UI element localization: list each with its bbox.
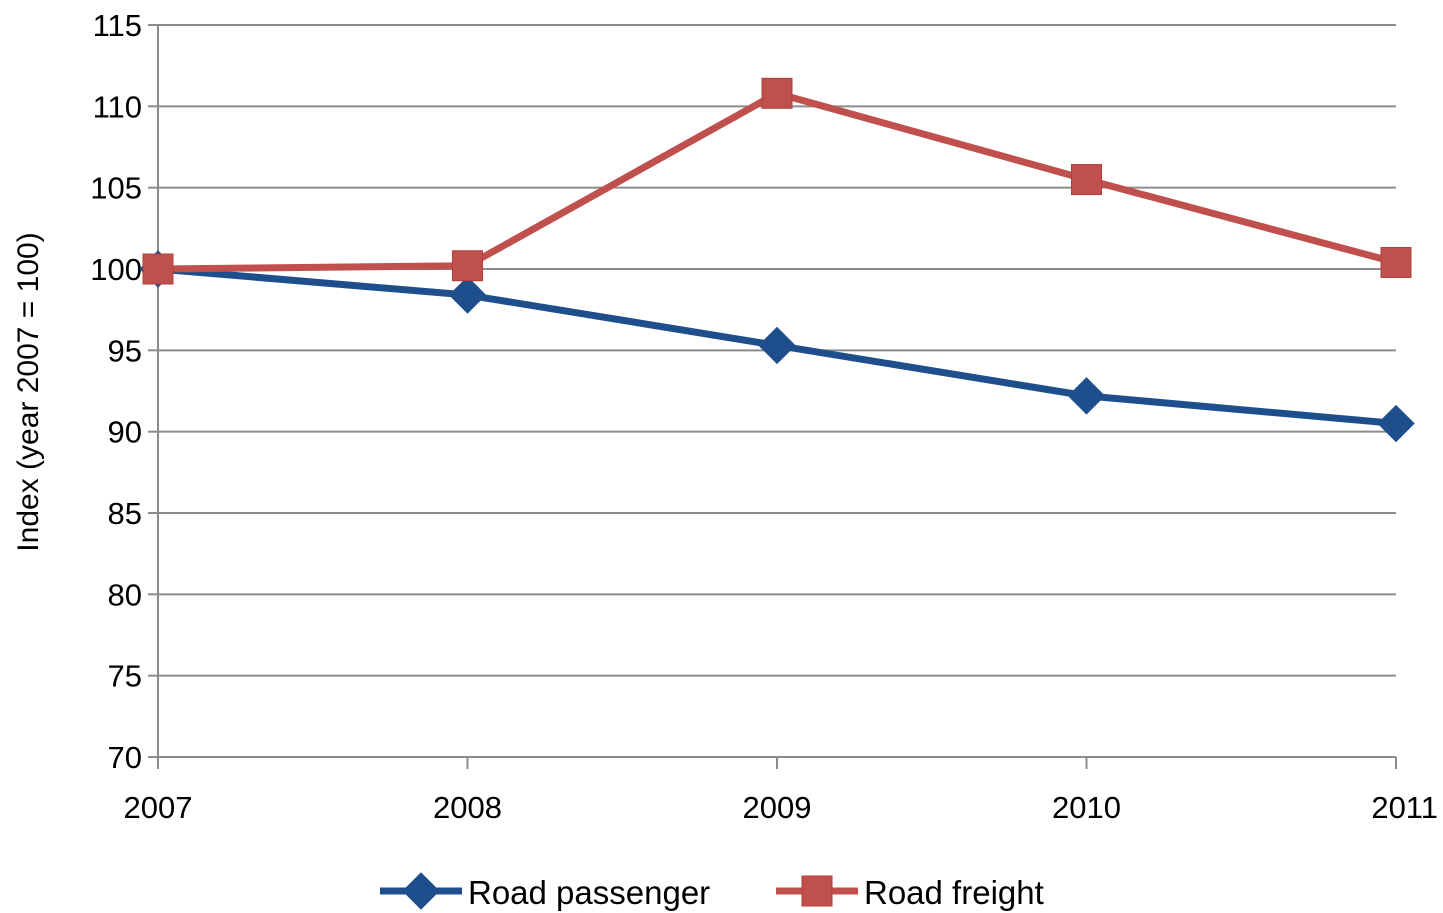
y-tick-label: 105: [90, 171, 142, 206]
data-point: [142, 253, 174, 285]
data-point: [761, 77, 793, 109]
axes: [148, 24, 1397, 769]
y-tick-label: 85: [108, 496, 142, 531]
data-point: [1380, 246, 1412, 278]
y-tick-label: 80: [108, 577, 142, 612]
x-tick-labels: 2007 2008 2009 2010 2011: [124, 790, 1438, 825]
legend-label: Road freight: [864, 874, 1044, 911]
data-point: [1067, 377, 1106, 415]
series-road-freight: [142, 77, 1412, 285]
legend-label: Road passenger: [468, 874, 710, 911]
y-tick-labels: 70 75 80 85 90 95 100 105 110 115: [90, 8, 142, 775]
x-tick-label: 2011: [1371, 790, 1438, 825]
y-axis-title: Index (year 2007 = 100): [12, 232, 45, 551]
x-tick-label: 2008: [433, 790, 502, 825]
series-road-passenger: [139, 250, 1415, 443]
y-tick-label: 75: [108, 659, 142, 694]
legend-marker: [402, 872, 440, 910]
series-line: [157, 89, 1397, 273]
legend-item: Road freight: [776, 874, 1044, 911]
y-tick-label: 100: [90, 252, 142, 287]
x-tick-label: 2010: [1052, 790, 1121, 825]
x-tick-label: 2009: [743, 790, 812, 825]
series-layer: [139, 77, 1415, 443]
y-tick-label: 90: [108, 415, 142, 450]
y-tick-label: 70: [108, 740, 142, 775]
y-tick-label: 95: [108, 333, 142, 368]
y-tick-label: 110: [93, 89, 142, 124]
data-point: [758, 326, 796, 365]
data-point: [1071, 164, 1102, 196]
data-point: [448, 276, 487, 314]
legend-marker: [801, 875, 833, 907]
legend-item: Road passenger: [380, 872, 710, 911]
x-tick-label: 2007: [124, 790, 193, 825]
y-tick-label: 115: [93, 8, 142, 43]
legend: Road passenger Road freight: [380, 872, 1044, 911]
data-point: [452, 250, 483, 282]
data-point: [1377, 404, 1415, 443]
